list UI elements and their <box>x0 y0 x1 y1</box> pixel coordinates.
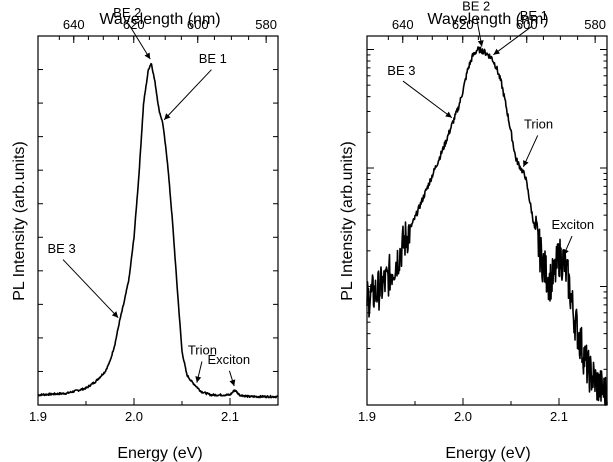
annotation-arrowhead <box>195 376 202 383</box>
right-bottom-axis-title: Energy (eV) <box>445 445 530 462</box>
annotation-label: BE 3 <box>48 241 76 256</box>
left-x2-tick-label: 580 <box>255 17 277 32</box>
left-x2-tick-label: 600 <box>187 17 209 32</box>
annotation-label: Exciton <box>207 352 250 367</box>
right-annotations: BE 2 BE 1 BE 3 Trion Exciton <box>387 0 595 256</box>
right-x-ticks: 1.9 2.0 2.1 <box>358 398 608 424</box>
right-x-tick-label: 1.9 <box>358 409 376 424</box>
annotation-arrow <box>62 259 119 319</box>
annotation-label: Trion <box>188 343 217 358</box>
right-pl-spectrum-line <box>366 46 608 406</box>
right-x2-tick-label: 580 <box>584 17 606 32</box>
left-x-tick-label: 1.9 <box>29 409 47 424</box>
annotation-label: BE 1 <box>520 8 548 23</box>
left-plot-frame <box>37 35 279 406</box>
left-x2-tick-label: 640 <box>63 17 85 32</box>
left-y-axis-title: PL Intensity (arb.units) <box>11 141 28 300</box>
annotation-label: Exciton <box>552 217 595 232</box>
annotation-arrow <box>493 25 533 56</box>
left-x-ticks: 1.9 2.0 2.1 <box>29 398 279 424</box>
right-x2-tick-label: 600 <box>516 17 538 32</box>
annotation-label: Trion <box>524 117 553 132</box>
left-x-tick-label: 2.0 <box>125 409 143 424</box>
annotation-arrowhead <box>445 111 452 118</box>
right-y-axis-title: PL Intensity (arb.units) <box>339 141 356 300</box>
left-y-ticks <box>38 35 278 372</box>
right-plot-frame <box>366 35 608 406</box>
annotation-label: BE 2 <box>462 0 490 14</box>
right-x2-tick-label: 620 <box>452 17 474 32</box>
right-chart-panel: Wavelength (nm) Energy (eV) PL Intensity… <box>339 0 608 462</box>
right-x-tick-label: 2.0 <box>454 409 472 424</box>
annotation-arrowhead <box>164 113 171 120</box>
annotation-arrowhead <box>229 379 236 386</box>
right-x2-ticks: 640 620 600 580 <box>387 17 606 43</box>
left-chart-panel: Wavelength (nm) Energy (eV) PL Intensity… <box>11 5 279 462</box>
left-x2-ticks: 640 620 600 580 <box>58 17 277 43</box>
annotation-arrowhead <box>144 52 151 60</box>
annotation-label: BE 2 <box>113 5 141 20</box>
right-x-tick-label: 2.1 <box>550 409 568 424</box>
left-x2-tick-label: 620 <box>123 17 145 32</box>
annotation-label: BE 3 <box>387 63 415 78</box>
annotation-arrowhead <box>111 311 119 318</box>
left-bottom-axis-title: Energy (eV) <box>117 445 202 462</box>
left-pl-spectrum-line <box>37 62 279 399</box>
right-x2-tick-label: 640 <box>392 17 414 32</box>
annotation-arrowhead <box>523 160 529 167</box>
annotation-arrowhead <box>477 40 484 47</box>
left-top-axis-title: Wavelength (nm) <box>99 11 220 28</box>
annotation-arrow <box>402 80 453 119</box>
annotation-arrowhead <box>493 48 500 55</box>
annotation-arrow <box>127 23 151 60</box>
left-x-tick-label: 2.1 <box>221 409 239 424</box>
right-top-axis-title: Wavelength (nm) <box>427 11 548 28</box>
annotation-label: BE 1 <box>199 51 227 66</box>
annotation-arrow <box>163 69 212 121</box>
annotation-arrowhead <box>563 248 569 256</box>
